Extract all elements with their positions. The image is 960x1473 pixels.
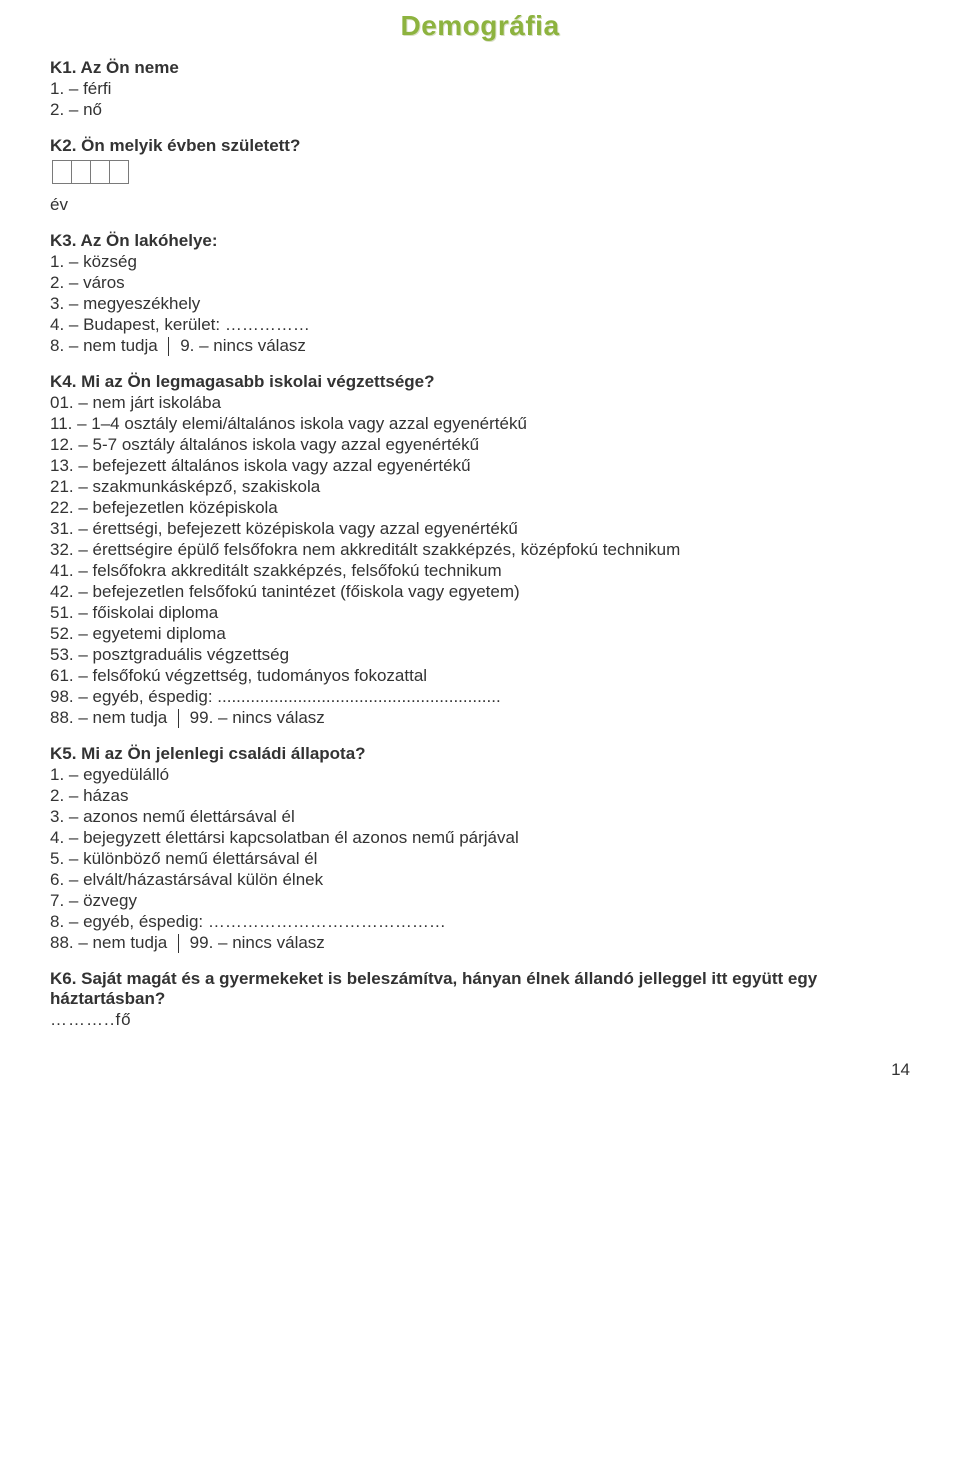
q4-01: 01. – nem járt iskolába [50, 393, 910, 413]
q1-heading: K1. Az Ön neme [50, 58, 910, 78]
q4-heading: K4. Mi az Ön legmagasabb iskolai végzett… [50, 372, 910, 392]
q3-heading: K3. Az Ön lakóhelye: [50, 231, 910, 251]
q3-opt89: 8. – nem tudja 9. – nincs válasz [50, 336, 910, 356]
q3-opt2: 2. – város [50, 273, 910, 293]
page-number: 14 [50, 1060, 910, 1080]
q3-opt3: 3. – megyeszékhely [50, 294, 910, 314]
q4-21: 21. – szakmunkásképző, szakiskola [50, 477, 910, 497]
q5-4: 4. – bejegyzett élettársi kapcsolatban é… [50, 828, 910, 848]
q4-32: 32. – érettségire épülő felsőfokra nem a… [50, 540, 910, 560]
q4-88: 88. – nem tudja [50, 708, 167, 727]
q4-51: 51. – főiskolai diploma [50, 603, 910, 623]
q4-8899: 88. – nem tudja 99. – nincs válasz [50, 708, 910, 728]
q5-99: 99. – nincs válasz [190, 933, 325, 952]
q3-opt9: 9. – nincs válasz [180, 336, 306, 355]
q3-opt4: 4. – Budapest, kerület: …………… [50, 315, 910, 335]
q4-41: 41. – felsőfokra akkreditált szakképzés,… [50, 561, 910, 581]
separator [178, 934, 179, 953]
separator [168, 337, 169, 356]
q6-answer: ………..fő [50, 1010, 910, 1030]
q5-8: 8. – egyéb, éspedig: …………………………………… [50, 912, 910, 932]
q4-13: 13. – befejezett általános iskola vagy a… [50, 456, 910, 476]
q5-heading: K5. Mi az Ön jelenlegi családi állapota? [50, 744, 910, 764]
q4-52: 52. – egyetemi diploma [50, 624, 910, 644]
q5-5: 5. – különböző nemű élettársával él [50, 849, 910, 869]
q1-opt2: 2. – nő [50, 100, 910, 120]
q5-1: 1. – egyedülálló [50, 765, 910, 785]
separator [178, 709, 179, 728]
q4-12: 12. – 5-7 osztály általános iskola vagy … [50, 435, 910, 455]
q5-2: 2. – házas [50, 786, 910, 806]
q4-61: 61. – felsőfokú végzettség, tudományos f… [50, 666, 910, 686]
q1-opt1: 1. – férfi [50, 79, 910, 99]
q2-ev-label: év [50, 195, 910, 215]
q3-opt8: 8. – nem tudja [50, 336, 158, 355]
q5-7: 7. – özvegy [50, 891, 910, 911]
q4-42: 42. – befejezetlen felsőfokú tanintézet … [50, 582, 910, 602]
q5-88: 88. – nem tudja [50, 933, 167, 952]
q3-opt1: 1. – község [50, 252, 910, 272]
q2-year-boxes [50, 160, 910, 189]
q5-3: 3. – azonos nemű élettársával él [50, 807, 910, 827]
q4-99: 99. – nincs válasz [190, 708, 325, 727]
q5-6: 6. – elvált/házastársával külön élnek [50, 870, 910, 890]
q5-8899: 88. – nem tudja 99. – nincs válasz [50, 933, 910, 953]
q6-heading: K6. Saját magát és a gyermekeket is bele… [50, 969, 910, 1009]
q4-22: 22. – befejezetlen középiskola [50, 498, 910, 518]
q4-53: 53. – posztgraduális végzettség [50, 645, 910, 665]
page-title: Demográfia [50, 10, 910, 42]
q2-heading: K2. Ön melyik évben született? [50, 136, 910, 156]
q4-98: 98. – egyéb, éspedig: ..................… [50, 687, 910, 707]
q4-31: 31. – érettségi, befejezett középiskola … [50, 519, 910, 539]
q4-11: 11. – 1–4 osztály elemi/általános iskola… [50, 414, 910, 434]
